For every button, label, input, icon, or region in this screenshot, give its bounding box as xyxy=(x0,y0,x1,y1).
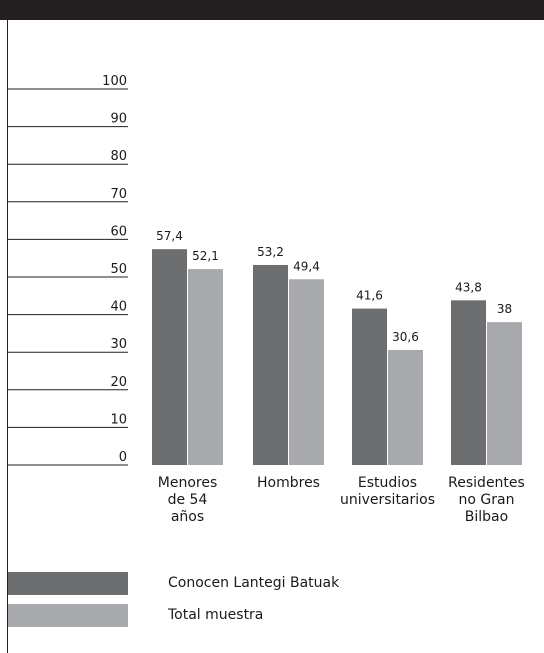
y-tick-label-10: 10 xyxy=(110,412,127,427)
y-tick-label-20: 20 xyxy=(110,375,127,390)
bar-chart: 0 10 20 30 40 50 60 70 80 90 100 57,4 52,1 Menores de … xyxy=(8,74,525,525)
y-tick-label-60: 60 xyxy=(110,224,127,239)
data-label-s1-c1: 49,4 xyxy=(293,259,320,273)
category-label-2: Estudios universitarios xyxy=(340,475,435,508)
data-label-s0-c0: 57,4 xyxy=(156,229,183,243)
y-tick-label-80: 80 xyxy=(110,149,127,164)
left-rule xyxy=(7,20,8,653)
y-tick-label-30: 30 xyxy=(110,337,127,352)
y-tick-label-0: 0 xyxy=(119,450,127,465)
legend-swatch-conocen xyxy=(8,572,128,595)
data-label-s0-c1: 53,2 xyxy=(257,245,284,259)
category-label-0: Menores de 54 años xyxy=(158,475,218,525)
bar-s0-c0 xyxy=(152,249,187,465)
bar-s0-c2 xyxy=(352,308,387,465)
data-label-s1-c2: 30,6 xyxy=(392,330,419,344)
data-label-s0-c3: 43,8 xyxy=(455,280,482,294)
data-label-s1-c0: 52,1 xyxy=(192,249,219,263)
data-label-s1-c3: 38 xyxy=(497,302,512,316)
category-label-1: Hombres xyxy=(257,475,320,491)
legend-label-total: Total muestra xyxy=(168,607,264,623)
bar-s1-c2 xyxy=(388,349,423,465)
data-label-s0-c2: 41,6 xyxy=(356,289,383,303)
bar-s1-c1 xyxy=(289,279,324,465)
y-tick-label-100: 100 xyxy=(102,74,127,89)
legend-label-conocen: Conocen Lantegi Batuak xyxy=(168,575,340,591)
top-bar xyxy=(0,0,544,20)
legend-swatch-total xyxy=(8,604,128,627)
bar-s0-c3 xyxy=(451,300,486,465)
category-label-3: Residentes no Gran Bilbao xyxy=(448,475,525,525)
y-tick-label-70: 70 xyxy=(110,187,127,202)
y-tick-label-50: 50 xyxy=(110,262,127,277)
bar-s0-c1 xyxy=(253,264,288,465)
bar-s1-c3 xyxy=(487,322,522,465)
bar-s1-c0 xyxy=(188,269,223,465)
y-tick-label-90: 90 xyxy=(110,112,127,127)
y-tick-label-40: 40 xyxy=(110,300,127,315)
